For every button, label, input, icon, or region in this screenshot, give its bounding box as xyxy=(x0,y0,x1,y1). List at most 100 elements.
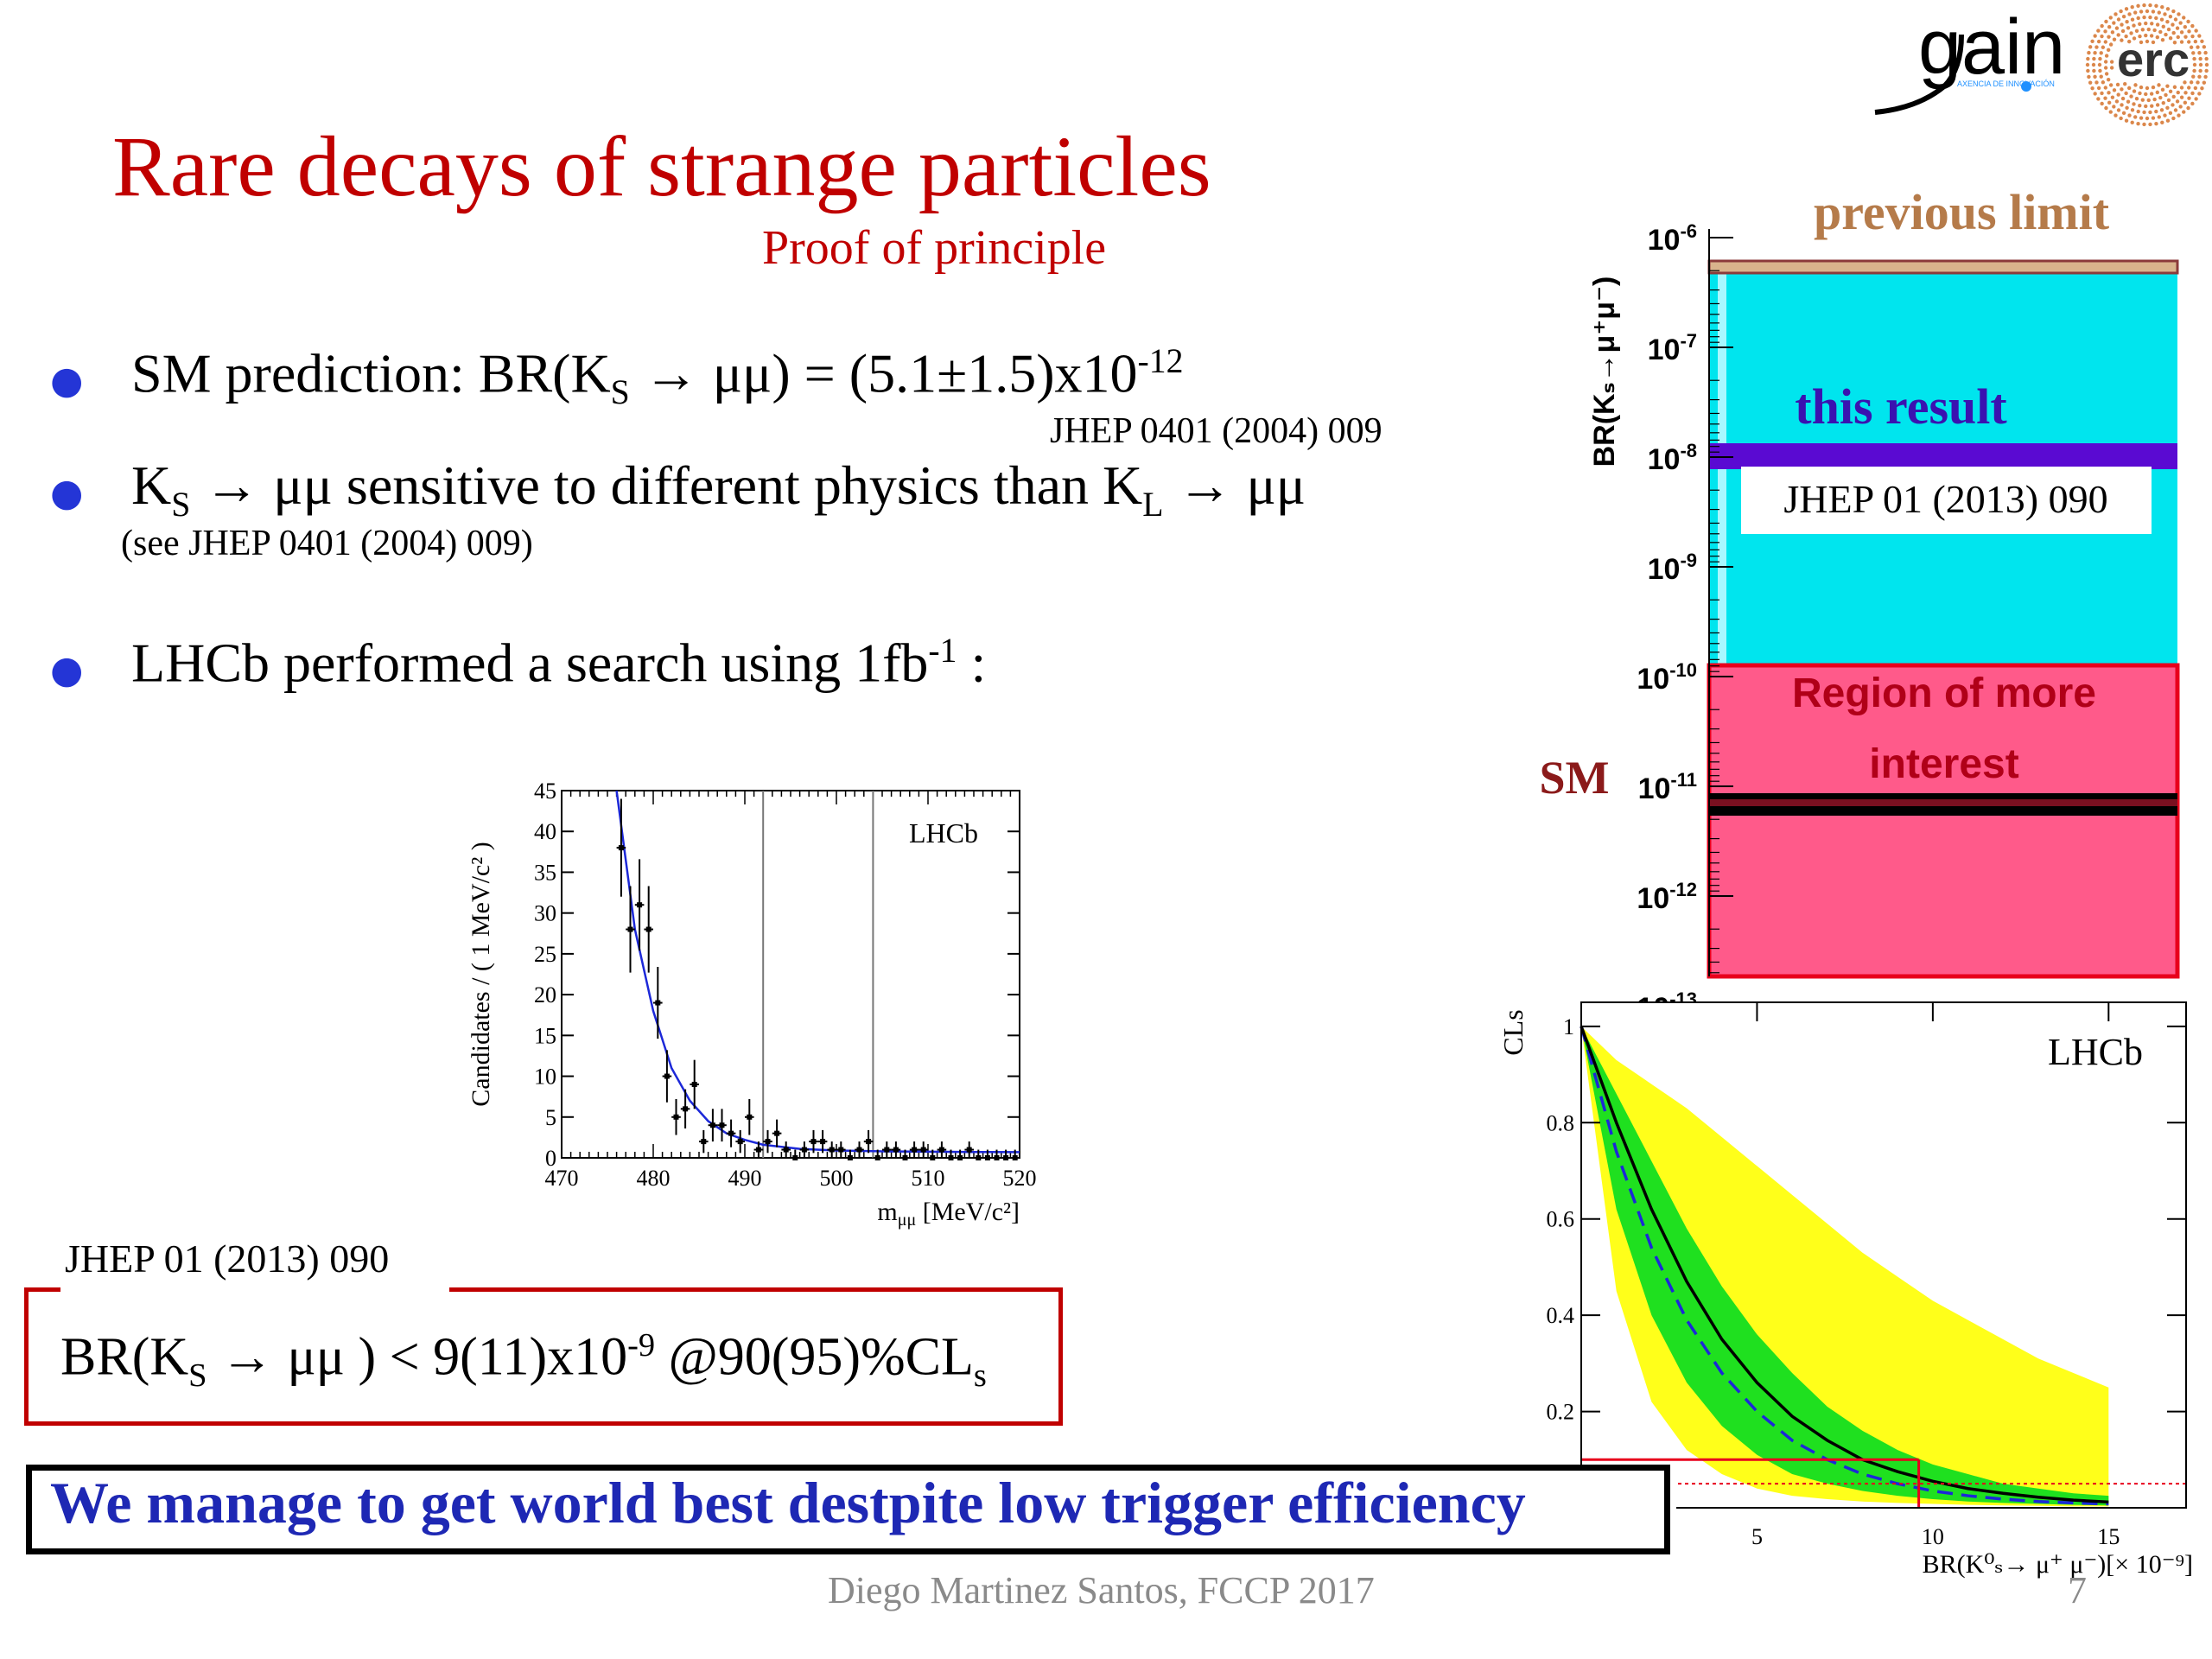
bullet-2-k1: K xyxy=(131,454,172,516)
erc-dot xyxy=(2146,27,2151,32)
erc-dot xyxy=(2130,17,2135,22)
erc-dot xyxy=(2097,62,2102,67)
erc-dot xyxy=(2133,10,2138,15)
mass-xtick-label: 490 xyxy=(728,1166,762,1191)
erc-dot xyxy=(2155,90,2160,95)
cls-ytick-label: 1 xyxy=(1563,1014,1574,1039)
erc-dot xyxy=(2158,29,2163,35)
mass-data-point xyxy=(735,1129,745,1154)
erc-dot xyxy=(2103,86,2108,90)
mass-data-point xyxy=(772,1119,782,1147)
mass-data-point xyxy=(626,886,635,973)
erc-dot xyxy=(2136,109,2140,114)
erc-dot xyxy=(2109,66,2114,70)
erc-dot xyxy=(2088,45,2093,49)
erc-dot xyxy=(2120,22,2124,27)
erc-dot xyxy=(2094,45,2099,49)
erc-dot xyxy=(2133,115,2138,119)
erc-dot xyxy=(2175,99,2180,104)
bullet-dot-3: ● xyxy=(50,648,84,692)
erc-dot xyxy=(2177,12,2181,16)
erc-dot xyxy=(2145,39,2150,44)
br-pink-region xyxy=(1707,663,2180,979)
erc-dot xyxy=(2139,85,2144,90)
result-text-b: → μμ ) < 9(11)x10 xyxy=(207,1327,628,1387)
erc-dot xyxy=(2093,92,2097,96)
erc-dot xyxy=(2163,12,2167,16)
erc-dot xyxy=(2104,105,2108,111)
erc-dot xyxy=(2142,3,2146,8)
erc-dot xyxy=(2126,86,2132,91)
cls-plot: 0.2 0.4 0.6 0.8 1 5 10 15 LHCb BR(K⁰ₛ→ μ⁺ μ⁻)[× 1… xyxy=(1486,985,2212,1594)
erc-dot xyxy=(2173,108,2178,112)
erc-dot xyxy=(2165,7,2171,11)
erc-dot xyxy=(2161,24,2165,29)
erc-dot xyxy=(2182,110,2186,114)
mass-data-point xyxy=(863,1129,874,1154)
erc-dot xyxy=(2160,5,2164,10)
mass-ylabel: Candidates / ( 1 MeV/c² ) xyxy=(467,842,495,1106)
erc-dot xyxy=(2194,97,2198,101)
br-limits-svg: 10-610-710-810-910-1010-1110-1210-13BR(K… xyxy=(1540,184,2180,1025)
erc-dot xyxy=(2179,86,2184,90)
erc-dot xyxy=(2171,116,2176,121)
cls-ytick-label: 0.8 xyxy=(1547,1110,1575,1135)
mass-xtick-label: 480 xyxy=(637,1166,671,1191)
erc-dot xyxy=(2142,122,2146,127)
erc-dot xyxy=(2197,92,2202,96)
mass-data-point xyxy=(763,1129,772,1154)
erc-dot xyxy=(2145,116,2150,121)
mass-data-point xyxy=(680,1089,690,1128)
mass-data-point xyxy=(671,1099,681,1135)
mass-data-point xyxy=(745,1099,754,1135)
result-sub-a: S xyxy=(188,1357,207,1395)
erc-dot xyxy=(2119,116,2123,121)
cls-band-1sigma xyxy=(1581,1026,2109,1506)
erc-dot xyxy=(2145,9,2150,14)
erc-dot xyxy=(2155,35,2160,40)
slide-subtitle: Proof of principle xyxy=(762,221,1107,275)
erc-dot xyxy=(2132,102,2136,106)
erc-dot xyxy=(2087,50,2091,55)
erc-dot xyxy=(2146,98,2151,103)
erc-dot xyxy=(2088,80,2093,85)
erc-dot xyxy=(2104,19,2108,24)
erc-dot xyxy=(2120,38,2124,42)
erc-dot xyxy=(2138,104,2142,108)
erc-dot xyxy=(2110,30,2115,35)
erc-dot xyxy=(2178,21,2183,25)
erc-dot xyxy=(2152,97,2157,102)
erc-dot xyxy=(2138,34,2142,39)
erc-dot xyxy=(2198,68,2202,73)
erc-dot xyxy=(2092,68,2096,73)
erc-dot xyxy=(2086,68,2090,73)
erc-dot xyxy=(2124,91,2128,96)
erc-dot xyxy=(2132,23,2136,28)
mass-data-point xyxy=(918,1141,928,1158)
mass-data-point xyxy=(992,1149,1001,1160)
erc-dot xyxy=(2106,77,2111,82)
erc-dot xyxy=(2186,40,2191,44)
br-region-line1: Region of more xyxy=(1792,671,2096,716)
erc-dot xyxy=(2096,97,2101,101)
mass-data-point xyxy=(974,1149,983,1160)
erc-dot xyxy=(2190,23,2195,29)
erc-dot xyxy=(2171,103,2175,107)
erc-dot xyxy=(2157,83,2161,87)
mass-data-point xyxy=(753,1141,764,1158)
erc-dot xyxy=(2183,24,2188,29)
mass-data-point xyxy=(882,1141,892,1158)
erc-dot xyxy=(2200,39,2204,43)
banner-box xyxy=(26,1465,1670,1554)
erc-dot xyxy=(2172,85,2177,89)
erc-dot xyxy=(2103,96,2107,100)
erc-dot xyxy=(2204,56,2209,61)
mass-plot: 0 5 10 15 20 25 30 35 40 45 470 480 490 500 510 520 LHCb… xyxy=(458,760,1149,1266)
mass-data-point xyxy=(928,1149,938,1160)
erc-dot xyxy=(2130,120,2134,124)
erc-dot xyxy=(2168,89,2173,93)
erc-dot xyxy=(2202,45,2207,49)
erc-dot xyxy=(2130,108,2135,112)
erc-logo-graphic: erc xyxy=(2085,3,2209,127)
mass-data-point xyxy=(827,1141,836,1158)
